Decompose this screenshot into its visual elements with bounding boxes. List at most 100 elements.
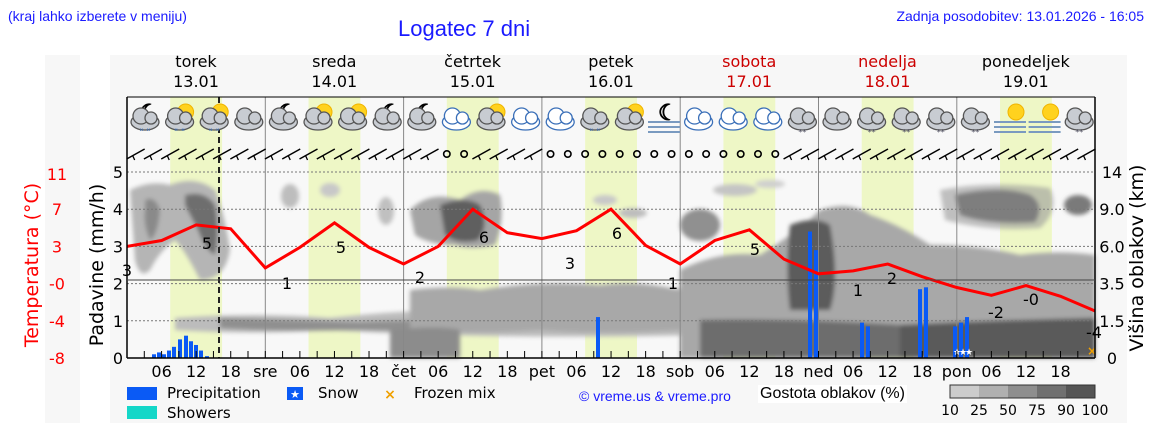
wind-barb-icon	[402, 148, 422, 160]
x-tick-label: 12	[186, 362, 206, 381]
snow-star-icon: ★	[959, 348, 967, 358]
temp-annotation: -2	[988, 303, 1004, 322]
wind-barb-icon	[420, 148, 439, 160]
temp-annotation: 2	[415, 268, 425, 287]
wind-calm-icon	[598, 150, 607, 159]
temp-annotation: 1	[668, 274, 678, 293]
wind-barb-icon	[281, 148, 301, 160]
wind-barb-icon	[351, 148, 370, 160]
precipitation-ticks: 5 4 3 2 1 0	[113, 163, 123, 368]
day-date: 16.01	[587, 72, 634, 91]
precipitation-bars: ★★★×	[152, 231, 1097, 358]
temp-annotation: 5	[750, 240, 760, 259]
wind-barb-icon	[886, 148, 906, 160]
sun-cloud-rain-icon: " "	[199, 103, 229, 138]
moon-fog-icon: ☾	[648, 101, 680, 133]
region-hint[interactable]: (kraj lahko izberete v meniju)	[8, 8, 187, 24]
cloud-density-scale: 10 25 50 75 90 100	[941, 384, 1108, 419]
svg-text:**: **	[798, 128, 806, 137]
temp-tick: 11	[47, 165, 67, 184]
temperature-axis-strip	[45, 55, 80, 423]
wind-calm-icon	[563, 150, 572, 159]
x-tick-label: 18	[497, 362, 517, 381]
height-tick: 6.0	[1099, 237, 1124, 256]
x-tick-label: 06	[428, 362, 448, 381]
svg-text:" ": " "	[589, 128, 600, 138]
precip-tick: 4	[113, 200, 123, 219]
cloud-snow-icon: **	[926, 107, 956, 137]
x-tick-label: 12	[324, 362, 344, 381]
cloud-snow-icon: **	[787, 107, 818, 137]
wind-barb-icon	[472, 148, 491, 160]
precipitation-axis-label: Padavine (mm/h)	[86, 184, 108, 347]
day-name: torek	[175, 52, 217, 71]
height-tick: 0	[1107, 349, 1117, 368]
wind-barb-icon	[506, 148, 526, 160]
x-tick-label: 18	[221, 362, 241, 381]
temp-tick: 3	[52, 237, 62, 256]
wind-calm-icon	[736, 150, 745, 159]
x-tick-label: 12	[601, 362, 621, 381]
svg-text:" ": " "	[209, 128, 220, 138]
x-tick-label: 06	[290, 362, 310, 381]
sun-cloud-icon	[614, 103, 645, 131]
wind-barb-icon	[212, 148, 232, 160]
precip-tick: 3	[113, 237, 123, 256]
wind-barb-icon	[835, 148, 854, 160]
day-separators	[264, 97, 958, 358]
wind-barb-icon	[385, 148, 405, 160]
temp-annotation: -4	[1086, 323, 1102, 342]
height-tick: 9.0	[1099, 200, 1124, 219]
day-header-3: petek 16.01	[542, 52, 680, 92]
moon-cloud-icon: ☾	[372, 101, 402, 131]
credit-link[interactable]: © vreme.us & vreme.pro	[579, 388, 731, 404]
day-date: 13.01	[173, 72, 219, 91]
svg-text:**: **	[971, 128, 979, 137]
temp-annotation: 2	[887, 269, 897, 288]
svg-text:**: **	[1075, 128, 1083, 137]
cloud-height-axis-label: Višina oblakov (km)	[1126, 165, 1148, 352]
x-tick-label: 18	[1050, 362, 1070, 381]
day-date: 18.01	[864, 72, 911, 91]
wind-barb-icon	[368, 148, 388, 160]
temp-annotation: 3	[565, 254, 575, 273]
wind-calm-icon	[632, 150, 641, 159]
weather-icons-row: ☾" "" "" "☾☾☾" "☾************	[130, 101, 1094, 138]
precip-tick: 1	[113, 312, 123, 331]
svg-text:" ": " "	[174, 128, 185, 138]
cloud-height-ticks: 14 9.0 6.0 3.5 1.5 0	[1099, 163, 1124, 368]
x-tick-label: 18	[912, 362, 932, 381]
grid-lines	[127, 171, 1095, 322]
snow-star-icon: ★	[290, 388, 300, 401]
day-date: 14.01	[311, 72, 358, 91]
cloud-snow-icon: **	[1064, 107, 1094, 137]
wind-barb-icon	[921, 148, 941, 160]
svg-text:**: **	[902, 128, 910, 137]
cloud-icon	[822, 107, 852, 131]
temp-annotation: 5	[202, 234, 212, 253]
cloud-snow-icon: **	[856, 107, 887, 137]
density-tick: 25	[970, 403, 988, 419]
x-tick-label: pet	[529, 362, 555, 381]
precipitation-swatch	[127, 387, 157, 400]
wind-barb-icon	[195, 148, 215, 160]
day-header-5: nedelja 18.01	[819, 52, 957, 92]
wind-barb-icon	[333, 148, 353, 160]
wind-barb-icon	[990, 148, 1010, 160]
cloud-snow-icon: **	[891, 107, 921, 137]
cloud-rain-icon: " "	[580, 107, 610, 138]
x-tick-label: sre	[253, 362, 277, 381]
legend-precipitation: Precipitation	[167, 384, 261, 402]
cloud-density-layer	[130, 180, 1095, 358]
wind-calm-icon	[581, 150, 590, 159]
day-header-0: torek 13.01	[127, 52, 265, 92]
cloud-icon	[683, 107, 714, 131]
wind-barb-icon	[299, 148, 318, 160]
x-axis-ticks: 06 12 18 sre 06 12 18 čet 06 12 18 pet 06 12 18 sob 06 12…	[143, 351, 1079, 381]
x-tick-label: ned	[803, 362, 833, 381]
cloud-icon	[234, 107, 264, 131]
temp-annotation: 1	[853, 281, 863, 300]
wind-calm-icon	[719, 150, 728, 159]
wind-calm-icon	[460, 150, 469, 159]
x-tick-label: 12	[739, 362, 759, 381]
